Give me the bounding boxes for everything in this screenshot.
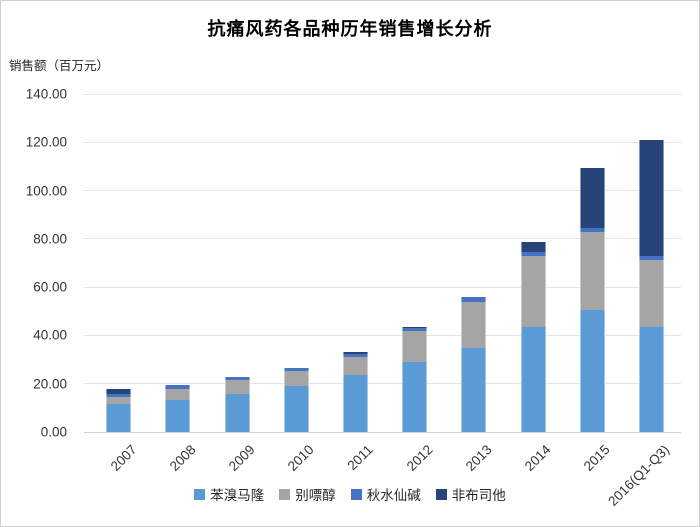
legend-item[interactable]: 非布司他 bbox=[435, 484, 506, 504]
bar-stack bbox=[461, 296, 487, 432]
bar-segment[interactable] bbox=[579, 227, 605, 233]
x-axis-category-label: 2012 bbox=[403, 442, 436, 474]
x-axis-category-label: 2014 bbox=[521, 442, 554, 474]
gridline bbox=[84, 141, 681, 143]
bar-segment[interactable] bbox=[520, 256, 546, 327]
legend-item[interactable]: 苯溴马隆 bbox=[194, 484, 264, 504]
gridline bbox=[84, 93, 681, 95]
legend-label: 苯溴马隆 bbox=[210, 488, 265, 503]
bar-segment[interactable] bbox=[520, 252, 546, 257]
bar-segment[interactable] bbox=[224, 379, 250, 394]
bar-segment[interactable] bbox=[402, 362, 428, 432]
bar-stack bbox=[342, 352, 368, 432]
bar-segment[interactable] bbox=[342, 374, 368, 432]
bar-segment[interactable] bbox=[342, 352, 368, 355]
legend-item[interactable]: 别嘌醇 bbox=[279, 484, 336, 504]
legend-swatch-icon bbox=[350, 488, 362, 500]
bar-stack bbox=[283, 367, 309, 432]
bar-stack bbox=[106, 389, 132, 432]
bar-segment[interactable] bbox=[283, 367, 309, 371]
x-axis-category-label: 2008 bbox=[166, 442, 199, 474]
bar-stack bbox=[165, 385, 191, 432]
bar-segment[interactable] bbox=[638, 139, 664, 256]
bar-segment[interactable] bbox=[579, 310, 605, 432]
bar-segment[interactable] bbox=[638, 255, 664, 261]
x-axis-category-label: 2011 bbox=[344, 442, 377, 474]
y-axis-tick-label: 20.00 bbox=[33, 376, 67, 392]
bar-stack bbox=[638, 139, 664, 432]
y-axis-tick-label: 140.00 bbox=[25, 86, 67, 102]
x-axis-category-label: 2010 bbox=[284, 442, 317, 474]
x-axis-line bbox=[84, 431, 681, 433]
x-axis-category-label: 2013 bbox=[462, 442, 495, 474]
bar-segment[interactable] bbox=[402, 327, 428, 329]
gridline bbox=[84, 190, 681, 192]
chart-title: 抗痛风药各品种历年销售增长分析 bbox=[207, 19, 493, 39]
y-axis: 0.00 20.00 40.00 60.00 80.00 100.00 120.00 140.… bbox=[1, 87, 81, 440]
bar-segment[interactable] bbox=[224, 393, 250, 432]
y-axis-tick-label: 40.00 bbox=[33, 327, 67, 343]
bar-stack bbox=[520, 242, 546, 432]
bar-segment[interactable] bbox=[342, 354, 368, 357]
y-axis-tick-label: 0.00 bbox=[40, 424, 67, 440]
bar-stack bbox=[579, 167, 605, 432]
plot-area bbox=[84, 93, 681, 433]
y-axis-tick-label: 80.00 bbox=[33, 231, 67, 247]
gridline bbox=[84, 334, 681, 336]
legend: 苯溴马隆 别嘌醇 秋水仙碱 非布司他 bbox=[1, 484, 699, 504]
bar-segment[interactable] bbox=[342, 356, 368, 375]
legend-label: 别嘌醇 bbox=[295, 488, 336, 503]
bar-segment[interactable] bbox=[165, 389, 191, 400]
bar-segment[interactable] bbox=[165, 385, 191, 390]
x-axis-category-label: 2009 bbox=[225, 442, 258, 474]
bar-segment[interactable] bbox=[165, 399, 191, 432]
legend-label: 非布司他 bbox=[451, 488, 506, 503]
bar-segment[interactable] bbox=[402, 328, 428, 331]
y-axis-unit-label: 销售额（百万元） bbox=[9, 59, 110, 73]
y-axis-tick-label: 120.00 bbox=[25, 134, 67, 150]
bar-segment[interactable] bbox=[520, 326, 546, 432]
bar-segment[interactable] bbox=[461, 348, 487, 432]
bar-segment[interactable] bbox=[461, 302, 487, 349]
bar-segment[interactable] bbox=[224, 377, 250, 380]
bar-segment[interactable] bbox=[402, 330, 428, 362]
bar-segment[interactable] bbox=[461, 296, 487, 303]
bar-segment[interactable] bbox=[579, 167, 605, 228]
gridline bbox=[84, 238, 681, 240]
y-axis-tick-label: 100.00 bbox=[25, 183, 67, 199]
gridline bbox=[84, 286, 681, 288]
bar-stack bbox=[224, 377, 250, 432]
bar-segment[interactable] bbox=[283, 385, 309, 432]
bar-segment[interactable] bbox=[638, 260, 664, 327]
legend-swatch-icon bbox=[435, 488, 447, 500]
legend-swatch-icon bbox=[279, 488, 291, 500]
legend-swatch-icon bbox=[194, 488, 206, 500]
x-axis-category-label: 2015 bbox=[580, 442, 613, 474]
bar-segment[interactable] bbox=[579, 232, 605, 311]
bar-segment[interactable] bbox=[638, 326, 664, 432]
bar-segment[interactable] bbox=[106, 404, 132, 432]
bar-segment[interactable] bbox=[520, 242, 546, 253]
legend-item[interactable]: 秋水仙碱 bbox=[350, 484, 421, 504]
bar-stack bbox=[402, 327, 428, 432]
legend-label: 秋水仙碱 bbox=[366, 488, 421, 503]
bar-segment[interactable] bbox=[283, 370, 309, 386]
bar-segment[interactable] bbox=[106, 397, 132, 405]
x-axis-category-label: 2007 bbox=[107, 442, 140, 474]
gridline bbox=[84, 383, 681, 385]
bar-segment[interactable] bbox=[106, 393, 132, 398]
y-axis-tick-label: 60.00 bbox=[33, 279, 67, 295]
bar-segment[interactable] bbox=[106, 389, 132, 394]
